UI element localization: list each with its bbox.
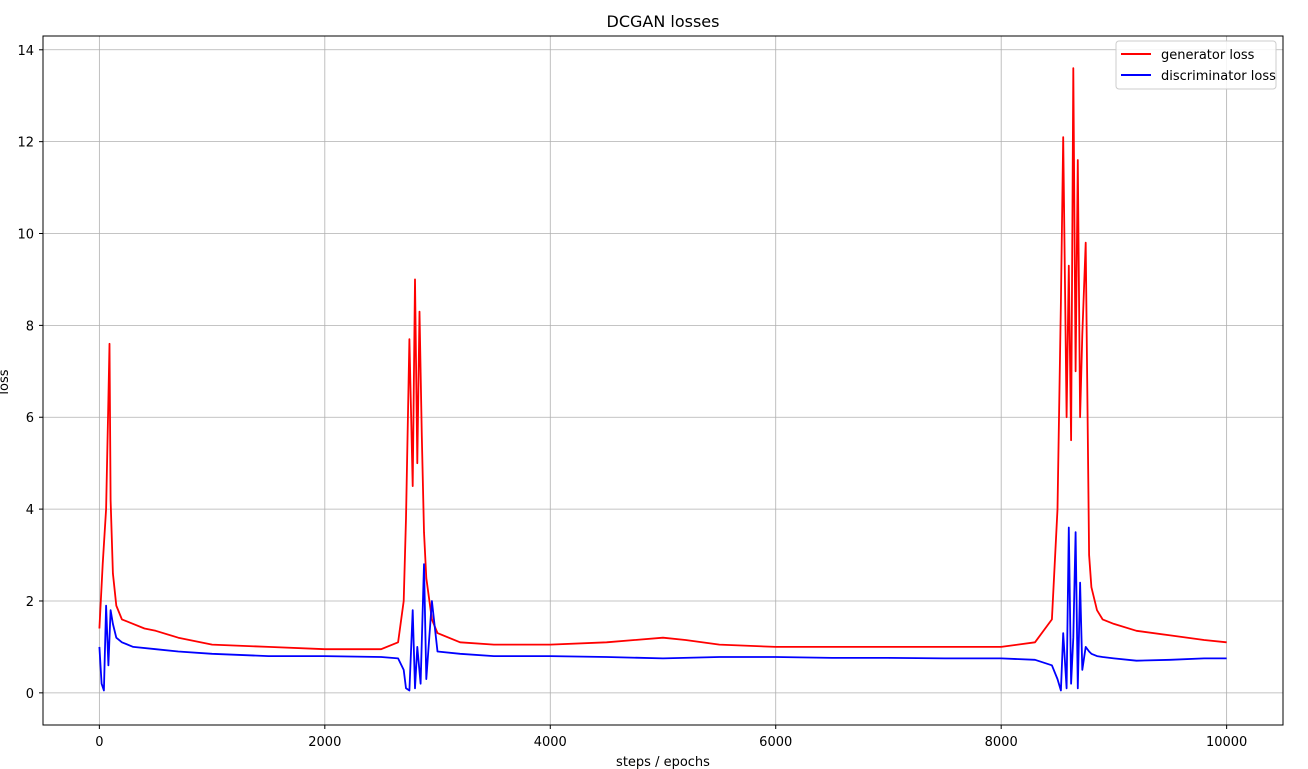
y-axis-label: loss xyxy=(0,369,12,394)
y-tick-label: 0 xyxy=(26,687,34,702)
x-tick-label: 0 xyxy=(95,735,103,750)
y-tick-label: 8 xyxy=(26,319,34,334)
y-tick-label: 14 xyxy=(17,44,34,59)
generator-loss-line xyxy=(98,67,1227,651)
x-tick-label: 6000 xyxy=(759,735,792,750)
legend: generator loss discriminator loss xyxy=(1115,40,1277,90)
discriminator-loss-line xyxy=(98,526,1227,692)
plot-frame xyxy=(42,35,1284,726)
x-tick-label: 2000 xyxy=(308,735,341,750)
ticks-layer: 0 2000 4000 6000 8000 10000 0 2 4 6 8 10 12 14 xyxy=(17,44,1247,750)
grid-layer xyxy=(43,36,1283,725)
x-tick-label: 4000 xyxy=(534,735,567,750)
x-tick-label: 10000 xyxy=(1206,735,1247,750)
legend-box xyxy=(1115,40,1277,90)
y-tick-label: 4 xyxy=(26,503,34,518)
y-tick-label: 10 xyxy=(17,228,34,243)
chart-title: DCGAN losses xyxy=(607,12,720,31)
y-tick-label: 12 xyxy=(17,136,34,151)
legend-label-generator: generator loss xyxy=(1161,48,1255,63)
x-axis-label: steps / epochs xyxy=(616,755,710,769)
legend-label-discriminator: discriminator loss xyxy=(1161,69,1276,84)
y-tick-label: 2 xyxy=(26,595,34,610)
x-tick-label: 8000 xyxy=(985,735,1018,750)
series-layer xyxy=(98,67,1227,692)
y-tick-label: 6 xyxy=(26,411,34,426)
